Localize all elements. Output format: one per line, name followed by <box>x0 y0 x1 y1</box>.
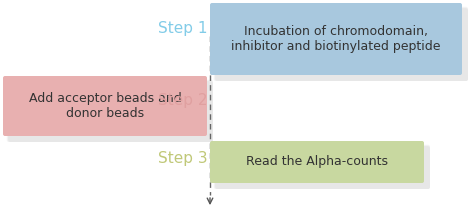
Text: Step 2: Step 2 <box>158 92 208 108</box>
FancyBboxPatch shape <box>8 81 213 142</box>
Text: Incubation of chromodomain,
inhibitor and biotinylated peptide: Incubation of chromodomain, inhibitor an… <box>231 25 441 53</box>
FancyBboxPatch shape <box>216 146 430 189</box>
FancyBboxPatch shape <box>213 144 430 189</box>
FancyBboxPatch shape <box>215 8 468 81</box>
FancyBboxPatch shape <box>3 76 207 136</box>
FancyBboxPatch shape <box>213 6 468 81</box>
FancyBboxPatch shape <box>214 7 468 81</box>
FancyBboxPatch shape <box>7 80 213 142</box>
FancyBboxPatch shape <box>215 8 468 81</box>
FancyBboxPatch shape <box>7 80 213 142</box>
FancyBboxPatch shape <box>210 3 462 75</box>
FancyBboxPatch shape <box>216 9 468 81</box>
Text: Add acceptor beads and
donor beads: Add acceptor beads and donor beads <box>28 92 182 120</box>
FancyBboxPatch shape <box>9 81 213 142</box>
FancyBboxPatch shape <box>214 145 430 189</box>
FancyBboxPatch shape <box>8 80 213 142</box>
FancyBboxPatch shape <box>215 146 430 189</box>
Text: Read the Alpha-counts: Read the Alpha-counts <box>246 155 388 169</box>
FancyBboxPatch shape <box>210 141 424 183</box>
Text: Step 1: Step 1 <box>158 20 208 35</box>
Text: Step 3: Step 3 <box>158 150 208 166</box>
FancyBboxPatch shape <box>215 146 430 189</box>
